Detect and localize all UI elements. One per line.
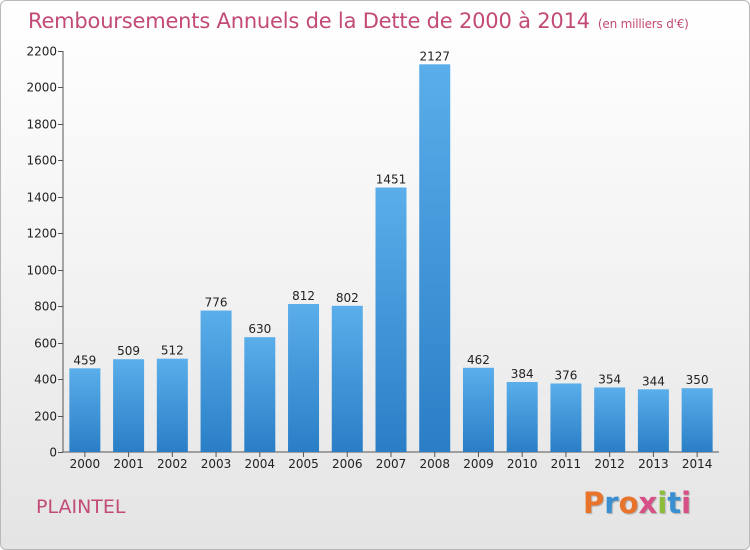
y-tick-label: 400: [34, 373, 57, 387]
commune-name: PLAINTEL: [36, 496, 126, 518]
x-tick-label: 2011: [551, 457, 582, 471]
x-tick-label: 2007: [376, 457, 407, 471]
x-tick-label: 2012: [594, 457, 625, 471]
bar: [244, 337, 276, 452]
bar-value-label: 776: [205, 296, 228, 310]
bar-value-label: 802: [336, 291, 359, 305]
chart-title: Remboursements Annuels de la Dette de 20…: [28, 9, 689, 33]
y-tick-label: 2200: [26, 45, 57, 59]
bar: [156, 358, 188, 452]
bar-value-label: 376: [554, 368, 577, 382]
logo-letter: t: [667, 486, 682, 520]
bar-value-label: 350: [686, 373, 709, 387]
bar-value-label: 354: [598, 372, 621, 386]
bar-value-label: 512: [161, 344, 184, 358]
bar: [506, 382, 538, 452]
x-tick-label: 2004: [245, 457, 276, 471]
bar-value-label: 384: [511, 367, 534, 381]
y-tick-label: 1400: [26, 191, 57, 205]
bar: [69, 368, 101, 452]
x-tick-label: 2008: [419, 457, 450, 471]
proxiti-logo: Proxiti: [583, 486, 691, 520]
y-tick-label: 1000: [26, 264, 57, 278]
y-tick-label: 200: [34, 410, 57, 424]
logo-letter: r: [604, 486, 619, 520]
bar-value-label: 459: [73, 353, 96, 367]
x-tick-label: 2001: [113, 457, 144, 471]
y-tick-label: 800: [34, 300, 57, 314]
bar: [594, 387, 626, 452]
bar: [419, 64, 451, 452]
x-tick-label: 2010: [507, 457, 538, 471]
logo-letter: i: [681, 486, 692, 520]
x-tick-label: 2002: [157, 457, 188, 471]
bar-value-label: 812: [292, 289, 315, 303]
y-tick-label: 600: [34, 337, 57, 351]
x-tick-label: 2013: [638, 457, 669, 471]
bar-value-label: 630: [248, 322, 271, 336]
logo-letter: P: [583, 486, 605, 520]
y-tick-label: 1200: [26, 227, 57, 241]
y-tick-label: 1600: [26, 154, 57, 168]
bar-value-label: 509: [117, 344, 140, 358]
bar: [375, 187, 407, 452]
chart-unit: (en milliers d'€): [597, 17, 689, 31]
x-tick-label: 2009: [463, 457, 494, 471]
x-tick-label: 2003: [201, 457, 232, 471]
logo-letter: i: [657, 486, 668, 520]
x-tick-label: 2000: [70, 457, 101, 471]
bar: [550, 383, 582, 452]
x-tick-label: 2014: [682, 457, 713, 471]
logo-letter: x: [638, 486, 658, 520]
logo-letter: o: [618, 486, 639, 520]
x-tick-label: 2006: [332, 457, 363, 471]
bar: [288, 303, 320, 452]
bar: [681, 388, 713, 452]
bar: [637, 389, 669, 452]
y-tick-label: 1800: [26, 118, 57, 132]
bar: [113, 359, 145, 452]
bar-value-label: 344: [642, 374, 665, 388]
y-tick-label: 2000: [26, 81, 57, 95]
bar-value-label: 2127: [419, 49, 450, 63]
chart-title-text: Remboursements Annuels de la Dette de 20…: [28, 9, 590, 33]
bar: [200, 310, 232, 452]
bar-value-label: 462: [467, 353, 490, 367]
bar: [331, 305, 363, 452]
x-tick-label: 2005: [288, 457, 319, 471]
bar: [462, 367, 494, 452]
y-tick-label: 0: [49, 446, 57, 460]
bar-value-label: 1451: [376, 173, 407, 187]
